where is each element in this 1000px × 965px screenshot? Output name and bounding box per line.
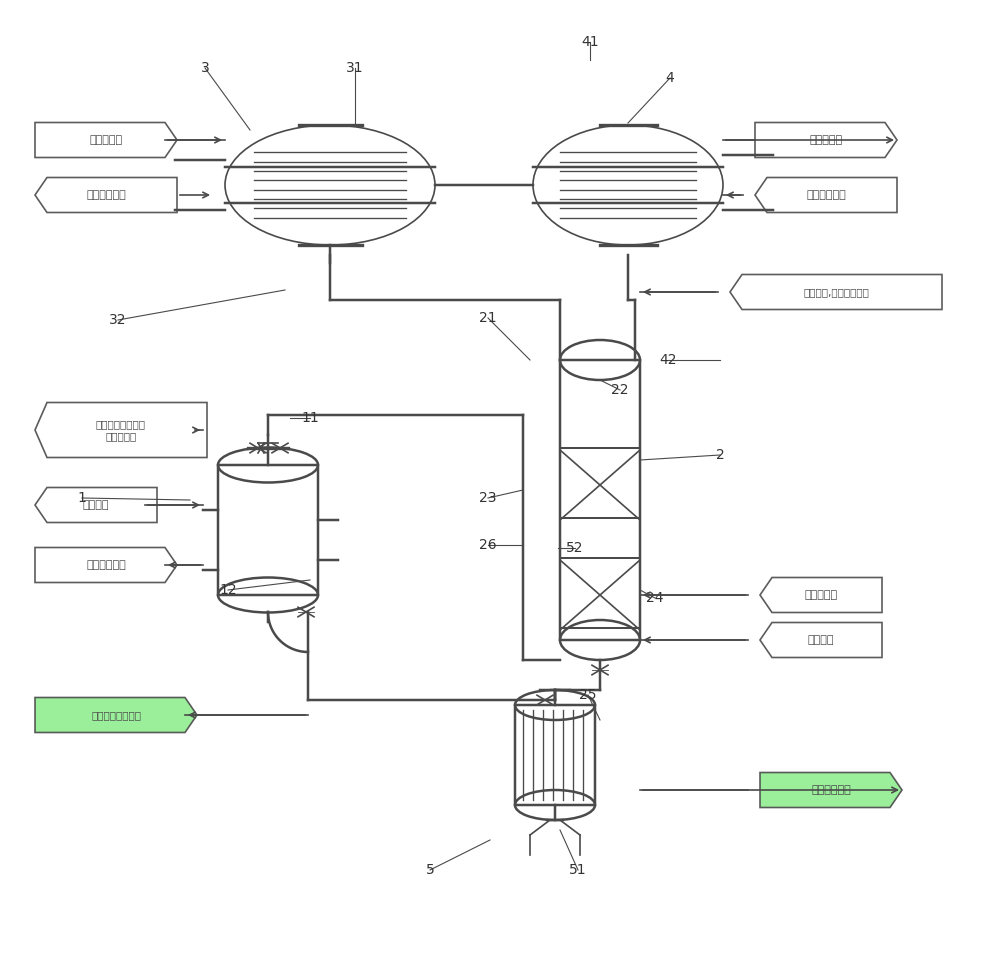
Text: 冷却介质出: 冷却介质出	[89, 135, 123, 145]
Polygon shape	[35, 487, 157, 522]
Text: 51: 51	[569, 863, 587, 877]
Text: 氯硅烷混合气进入
催化剂进入: 氯硅烷混合气进入 催化剂进入	[96, 419, 146, 441]
Text: 23: 23	[479, 491, 497, 505]
Bar	[515, 705, 595, 805]
Text: 蒸汽进入: 蒸汽进入	[83, 500, 109, 510]
Polygon shape	[755, 123, 897, 157]
Text: 固体杂质及盐类出: 固体杂质及盐类出	[91, 710, 141, 720]
Polygon shape	[35, 178, 177, 212]
Text: 蒸汽进入: 蒸汽进入	[808, 635, 834, 645]
Text: 2: 2	[716, 448, 724, 462]
Polygon shape	[35, 547, 177, 583]
Polygon shape	[760, 577, 882, 613]
Polygon shape	[760, 773, 902, 808]
Text: 52: 52	[566, 541, 584, 555]
Text: 蒸汽冷凝水出: 蒸汽冷凝水出	[811, 785, 851, 795]
Text: 42: 42	[659, 353, 677, 367]
Text: 25: 25	[579, 688, 597, 702]
Polygon shape	[760, 622, 882, 657]
Text: 32: 32	[109, 313, 127, 327]
Text: 3: 3	[201, 61, 209, 75]
Text: 11: 11	[301, 411, 319, 425]
Text: 26: 26	[479, 538, 497, 552]
Polygon shape	[730, 274, 942, 310]
Text: 41: 41	[581, 35, 599, 49]
Polygon shape	[35, 698, 197, 732]
Polygon shape	[35, 402, 207, 457]
Polygon shape	[755, 178, 897, 212]
Bar	[560, 360, 640, 640]
Text: 冷却介质进入: 冷却介质进入	[86, 190, 126, 200]
Text: 12: 12	[219, 583, 237, 597]
Text: 蒸汽冷凝水出: 蒸汽冷凝水出	[86, 560, 126, 570]
Text: 31: 31	[346, 61, 364, 75]
Text: 4: 4	[666, 71, 674, 85]
Text: 5: 5	[426, 863, 434, 877]
Text: 21: 21	[479, 311, 497, 325]
Bar	[218, 465, 318, 595]
Text: 三氯氢硅,四氯化硅进入: 三氯氢硅,四氯化硅进入	[803, 287, 869, 297]
Text: 1: 1	[78, 491, 86, 505]
Polygon shape	[35, 123, 177, 157]
Text: 氯化氢进入: 氯化氢进入	[804, 590, 838, 600]
Text: 22: 22	[611, 383, 629, 397]
Text: 冷却介质进入: 冷却介质进入	[806, 190, 846, 200]
Text: 冷却介质出: 冷却介质出	[809, 135, 843, 145]
Text: 24: 24	[646, 591, 664, 605]
